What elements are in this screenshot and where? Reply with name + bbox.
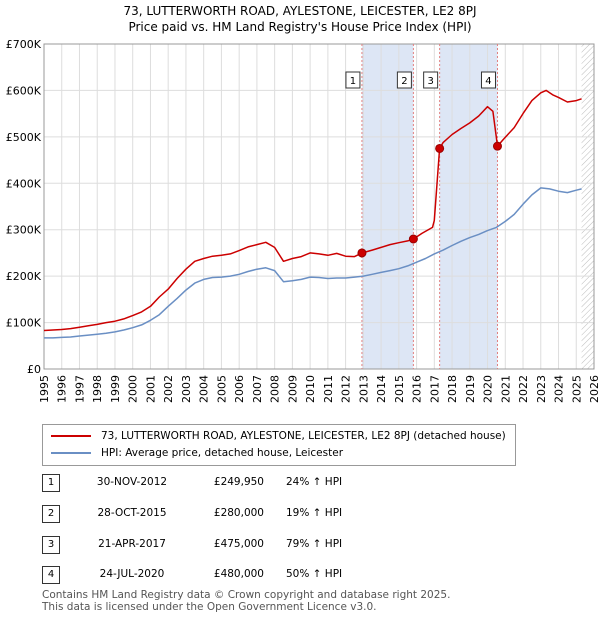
x-tick-label: 2015 — [393, 375, 406, 403]
x-tick-label: 2026 — [588, 375, 600, 403]
chart-title: 73, LUTTERWORTH ROAD, AYLESTONE, LEICEST… — [123, 4, 477, 18]
transaction-box — [396, 71, 412, 89]
x-tick-label: 2017 — [428, 375, 441, 403]
transaction-price: £480,000 — [213, 568, 264, 580]
x-tick-label: 2001 — [144, 375, 157, 403]
x-tick-label: 2024 — [553, 375, 566, 403]
transaction-number: 1 — [42, 474, 60, 492]
x-tick-label: 2022 — [517, 375, 530, 403]
x-tick-label: 1995 — [38, 375, 51, 403]
plot-frame — [43, 43, 595, 370]
footer-license: This data is licensed under the Open Gov… — [42, 601, 377, 613]
transaction-number: 3 — [42, 536, 60, 554]
y-tick-label: £700K — [6, 38, 42, 51]
transaction-date: 30-NOV-2012 — [96, 476, 168, 488]
transaction-date: 28-OCT-2015 — [97, 507, 167, 519]
y-tick-label: £100K — [6, 317, 42, 330]
transaction-box-label: 1 — [350, 76, 356, 87]
series-line-property — [43, 89, 582, 332]
x-tick-label: 2012 — [340, 375, 353, 403]
footer-copyright: Contains HM Land Registry data © Crown c… — [42, 589, 451, 601]
x-tick-label: 2004 — [198, 375, 211, 403]
legend: 73, LUTTERWORTH ROAD, AYLESTONE, LEICEST… — [42, 424, 516, 466]
y-tick-label: £400K — [6, 177, 42, 190]
x-tick-label: 2002 — [162, 375, 175, 403]
x-tick-label: 2011 — [322, 375, 335, 403]
transaction-hpi: 79% ↑ HPI — [286, 538, 343, 550]
transaction-hpi: 24% ↑ HPI — [286, 476, 343, 488]
forecast-hatch — [581, 44, 594, 369]
transaction-price: £280,000 — [213, 507, 264, 519]
y-tick-label: £300K — [6, 224, 42, 237]
x-tick-label: 1998 — [91, 375, 104, 403]
x-tick-label: 2005 — [215, 375, 228, 403]
x-tick-label: 2014 — [375, 375, 388, 403]
x-tick-label: 2021 — [499, 375, 512, 403]
y-tick-label: £200K — [6, 270, 42, 283]
y-tick-label: £0 — [27, 363, 41, 376]
transaction-marker — [435, 143, 445, 153]
transaction-box-label: 4 — [485, 76, 491, 87]
transaction-date: 21-APR-2017 — [98, 538, 166, 550]
x-tick-label: 2016 — [411, 375, 424, 403]
y-tick-label: £600K — [6, 84, 42, 97]
x-tick-label: 2013 — [357, 375, 370, 403]
series-line-hpi — [44, 187, 582, 339]
x-tick-label: 2009 — [286, 375, 299, 403]
transaction-box — [480, 71, 496, 89]
x-tick-label: 2019 — [464, 375, 477, 403]
x-tick-label: 2023 — [535, 375, 548, 403]
x-tick-label: 1997 — [73, 375, 86, 403]
x-tick-label: 2000 — [127, 375, 140, 403]
x-tick-label: 2006 — [233, 375, 246, 403]
transaction-price: £475,000 — [213, 538, 264, 550]
x-tick-label: 2008 — [269, 375, 282, 403]
transaction-hpi: 50% ↑ HPI — [286, 568, 343, 580]
y-tick-label: £500K — [6, 131, 42, 144]
transaction-marker — [492, 141, 502, 151]
x-tick-label: 2020 — [482, 375, 495, 403]
transaction-number: 2 — [42, 505, 60, 523]
x-tick-label: 2007 — [251, 375, 264, 403]
x-tick-label: 2018 — [446, 375, 459, 403]
transaction-box-label: 3 — [427, 76, 433, 87]
chart-subtitle: Price paid vs. HM Land Registry's House … — [128, 20, 472, 34]
x-tick-label: 1999 — [109, 375, 122, 403]
transaction-marker — [408, 234, 418, 244]
transaction-price: £249,950 — [213, 476, 264, 488]
legend-swatch-property — [51, 435, 91, 437]
transaction-hpi: 19% ↑ HPI — [286, 507, 343, 519]
legend-label-property: 73, LUTTERWORTH ROAD, AYLESTONE, LEICEST… — [101, 430, 506, 442]
transaction-box — [345, 71, 361, 89]
x-tick-label: 2025 — [570, 375, 583, 403]
transaction-box — [423, 71, 439, 89]
legend-swatch-hpi — [51, 452, 91, 454]
legend-label-hpi: HPI: Average price, detached house, Leic… — [101, 447, 344, 459]
legend-item-property: 73, LUTTERWORTH ROAD, AYLESTONE, LEICEST… — [51, 428, 506, 444]
transaction-marker — [357, 248, 367, 258]
shaded-band — [439, 44, 498, 369]
x-tick-label: 1996 — [56, 375, 69, 403]
legend-item-hpi: HPI: Average price, detached house, Leic… — [51, 445, 343, 461]
chart-plot: £0 £100K £200K £300K £400K £500K £600K £700K 199… — [6, 38, 600, 403]
transaction-box-label: 2 — [401, 76, 407, 87]
transaction-number: 4 — [42, 566, 60, 584]
transaction-date: 24-JUL-2020 — [99, 568, 165, 580]
x-tick-label: 2010 — [304, 375, 317, 403]
shaded-band — [361, 44, 414, 369]
x-tick-label: 2003 — [180, 375, 193, 403]
